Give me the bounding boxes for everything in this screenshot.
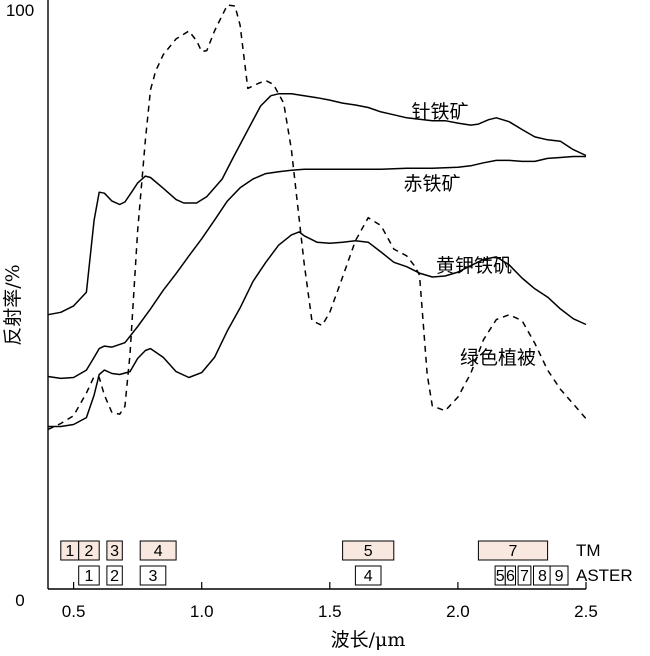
aster-band-box: [139, 565, 167, 586]
hematite-curve: [47, 155, 586, 380]
aster-sensor-label: ASTER: [576, 566, 633, 585]
x-tick-label: 1.5: [318, 602, 342, 621]
y-tick-label: 0: [15, 591, 24, 610]
tm-band-label: 5: [364, 543, 373, 560]
tm-band-box: [342, 540, 395, 561]
y-axis-label: 反射率/%: [2, 264, 24, 345]
vegetation-curve: [47, 4, 587, 431]
x-tick-label: 2.0: [446, 602, 470, 621]
aster-band-box: [504, 565, 516, 586]
aster-band-box: [354, 565, 382, 586]
aster-band-label: 6: [506, 568, 515, 585]
tm-band-label: 2: [85, 543, 94, 560]
goethite-curve: [47, 93, 587, 316]
tm-band-label: 1: [65, 543, 74, 560]
tm-band-label: 3: [110, 543, 119, 560]
hematite-label: 赤铁矿: [403, 173, 460, 195]
x-tick-label: 0.5: [62, 602, 86, 621]
tm-band-box: [106, 540, 123, 561]
aster-band-label: 1: [85, 568, 94, 585]
tm-sensor-label: TM: [576, 541, 601, 560]
jarosite-curve: [48, 231, 587, 428]
aster-band-label: 2: [110, 568, 119, 585]
aster-band-box: [106, 565, 123, 586]
tm-band-label: 4: [154, 543, 163, 560]
tm-band-box: [477, 540, 549, 561]
aster-band-box: [517, 565, 532, 586]
tm-band-label: 7: [509, 543, 518, 560]
sensor-bands: 1 2 3 4 5 7 TM1 2 3 4 5 6 7 8 9 ASTER: [60, 540, 633, 586]
goethite-label: 针铁矿: [411, 101, 468, 123]
x-axis-label: 波长/μm: [331, 629, 406, 651]
aster-band-label: 7: [520, 568, 529, 585]
aster-band-box: [78, 565, 100, 586]
tm-band-box: [139, 540, 177, 561]
aster-band-label: 4: [364, 568, 373, 585]
x-tick-label: 1.0: [190, 602, 214, 621]
y-tick-label: 100: [6, 1, 34, 20]
tm-band-box: [78, 540, 100, 561]
series-layer: [47, 4, 587, 431]
x-tick-label: 2.5: [574, 602, 598, 621]
aster-band-box: [549, 565, 569, 586]
aster-band-label: 3: [149, 568, 158, 585]
axes: 0.5 1.0 1.5 2.0 2.5 0 100 波长/μm 反射率/%: [2, 0, 598, 651]
aster-band-label: 9: [555, 568, 564, 585]
jarosite-label: 黄钾铁矾: [436, 255, 512, 277]
vegetation-label: 绿色植被: [460, 347, 536, 369]
aster-band-label: 8: [538, 568, 547, 585]
aster-band-label: 5: [496, 568, 505, 585]
